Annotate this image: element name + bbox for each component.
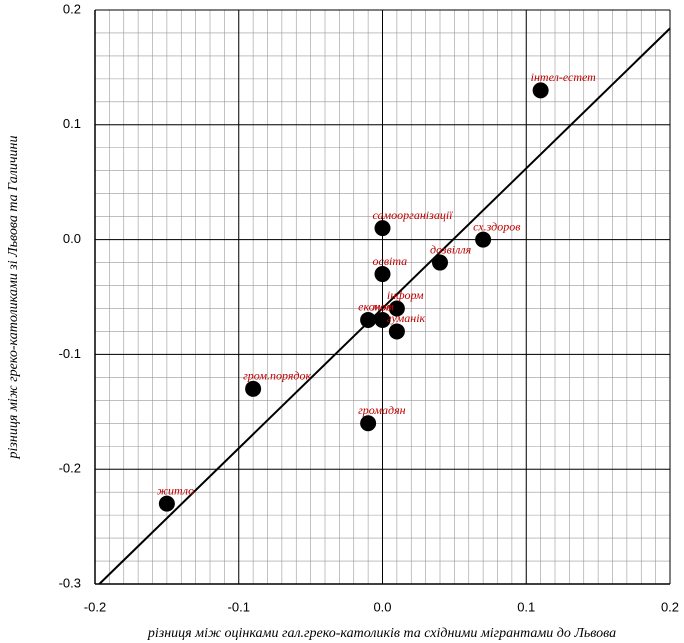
point-label: інформ — [387, 288, 424, 302]
point-label: гуманік — [387, 311, 426, 325]
point-label: житло — [157, 483, 194, 497]
y-tick-label: -0.1 — [59, 346, 81, 361]
point-label: інтел-естет — [531, 70, 597, 84]
point — [245, 380, 262, 397]
point — [158, 495, 175, 512]
point-label: освіта — [373, 254, 408, 268]
x-tick-label: 0.2 — [661, 599, 679, 614]
point-label: гром.порядок — [243, 369, 311, 383]
point-label: самоорганізації — [373, 208, 454, 222]
point — [388, 323, 405, 340]
fit-line — [98, 27, 671, 585]
y-tick-label: 0.1 — [63, 116, 81, 131]
y-axis-title: різниця між греко-католиками зі Львова т… — [6, 136, 21, 460]
y-tick-label: -0.2 — [59, 461, 81, 476]
point — [432, 254, 448, 271]
point — [532, 82, 549, 99]
point — [475, 231, 492, 248]
x-axis-title: різниця між оцінками гал.греко-католиків… — [147, 626, 616, 641]
point — [374, 220, 391, 237]
y-tick-label: 0.0 — [63, 231, 81, 246]
point-label: економ — [358, 300, 394, 314]
point — [374, 311, 391, 328]
x-tick-label: 0.0 — [373, 599, 391, 614]
point-label: мов — [372, 300, 392, 314]
point-label: дозвілля — [430, 242, 472, 256]
x-tick-label: -0.1 — [228, 599, 250, 614]
point — [360, 311, 377, 328]
x-tick-label: -0.2 — [84, 599, 106, 614]
point-label: сх.здоров — [473, 219, 520, 233]
y-tick-label: 0.2 — [63, 1, 81, 16]
point-label: громадян — [358, 403, 406, 417]
point — [388, 300, 405, 317]
x-tick-label: 0.1 — [517, 599, 535, 614]
y-tick-label: -0.3 — [59, 575, 81, 590]
point — [360, 415, 377, 432]
point — [374, 266, 391, 283]
